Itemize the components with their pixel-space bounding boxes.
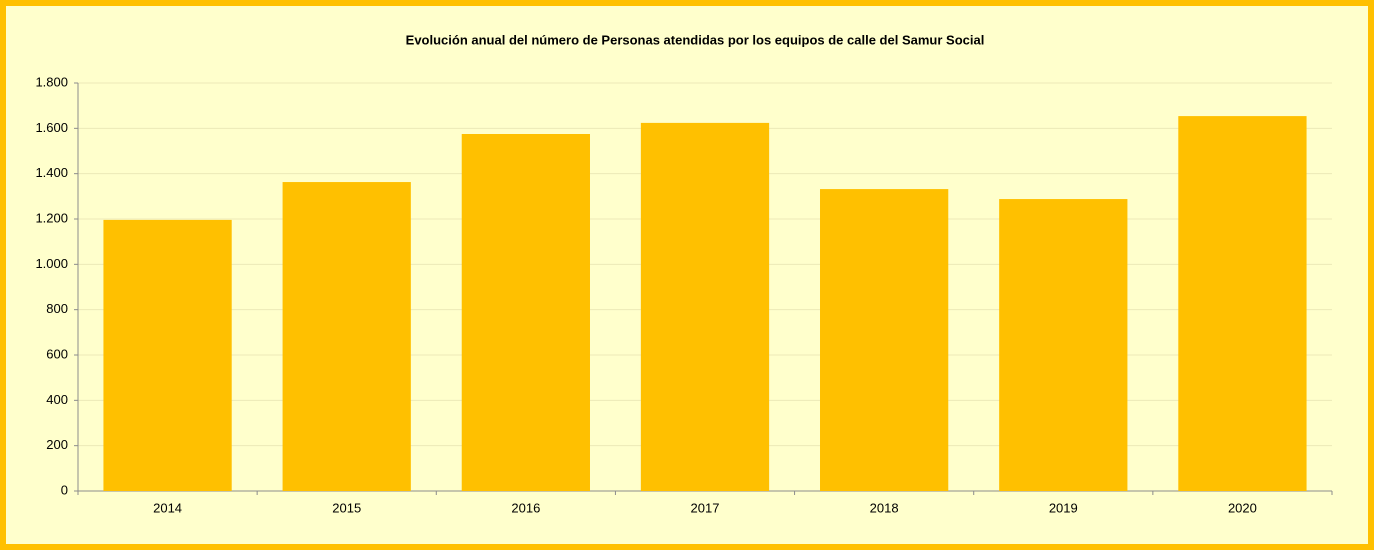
chart-title: Evolución anual del número de Personas a… <box>406 32 985 47</box>
bar <box>640 122 770 491</box>
y-tick-label: 1.800 <box>35 74 68 89</box>
x-tick-label: 2020 <box>1228 500 1257 515</box>
y-tick-label: 600 <box>46 346 68 361</box>
y-tick-label: 1.400 <box>35 165 68 180</box>
y-tick-label: 1.200 <box>35 210 68 225</box>
x-tick-label: 2016 <box>511 500 540 515</box>
x-tick-label: 2017 <box>691 500 720 515</box>
bar <box>999 199 1128 491</box>
y-tick-label: 400 <box>46 392 68 407</box>
x-tick-label: 2015 <box>332 500 361 515</box>
bar <box>461 134 590 491</box>
x-tick-label: 2019 <box>1049 500 1078 515</box>
y-tick-label: 1.000 <box>35 256 68 271</box>
bar <box>282 182 411 491</box>
bar <box>103 219 232 491</box>
bar <box>1178 116 1307 492</box>
x-tick-label: 2018 <box>870 500 899 515</box>
bar <box>820 189 949 491</box>
y-tick-label: 0 <box>61 482 68 497</box>
y-tick-label: 200 <box>46 437 68 452</box>
x-tick-label: 2014 <box>153 500 182 515</box>
y-tick-label: 1.600 <box>35 120 68 135</box>
y-tick-label: 800 <box>46 301 68 316</box>
